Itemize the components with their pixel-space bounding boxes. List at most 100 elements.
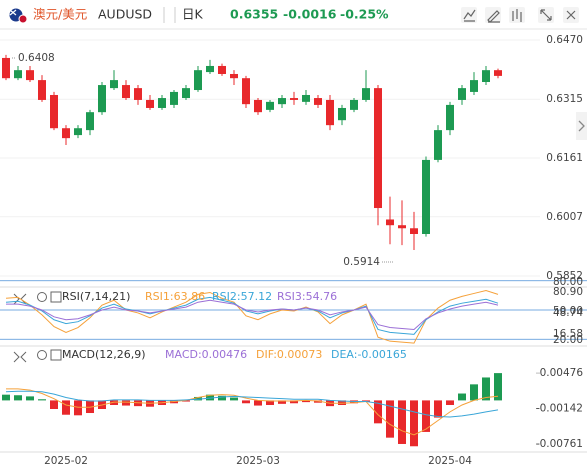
macd-bar [218, 395, 226, 401]
macd-bar [458, 393, 466, 401]
legend-entry: RSI2:57.12 [212, 290, 272, 303]
candle-body [338, 107, 346, 121]
macd-bar [398, 400, 406, 444]
candle-body [230, 73, 238, 79]
macd-bar [362, 400, 370, 402]
macd-bar [62, 400, 70, 415]
macd-bar [422, 400, 430, 432]
candle-body [50, 94, 58, 129]
indicator-line [5, 289, 499, 344]
macd-bar [254, 400, 262, 406]
candle-body [290, 98, 298, 100]
candle-body [446, 104, 454, 131]
candle-body [470, 80, 478, 92]
candle-body [410, 228, 418, 234]
macd-bar [302, 400, 310, 403]
side-arrow[interactable] [576, 112, 587, 140]
candle-body [314, 98, 322, 105]
change-pct: -0.25% [340, 7, 389, 22]
price: 0.6355 [230, 7, 278, 22]
candle-body [422, 159, 430, 234]
y-tick-label: 50.00 [553, 305, 583, 317]
candle-body [134, 88, 142, 100]
y-tick-label: 0.5852 [546, 270, 583, 282]
macd-bar [242, 400, 250, 404]
macd-bar [470, 384, 478, 401]
candle-body [254, 99, 262, 113]
candle-body [494, 70, 502, 76]
macd-bar [278, 400, 286, 404]
macd-bar [482, 377, 490, 401]
candle-body [98, 85, 106, 113]
legend-entry: DEA:-0.00165 [331, 348, 407, 361]
candle-body [206, 65, 214, 73]
macd-bar [494, 373, 502, 401]
indicator-line [5, 296, 499, 335]
macd-bar [314, 400, 322, 403]
y-tick-label: 0.6161 [546, 152, 583, 164]
candle-body [146, 99, 154, 108]
legend-entry: RSI3:54.76 [277, 290, 337, 303]
macd-bar [386, 400, 394, 438]
indicator-line [6, 299, 499, 331]
candle-body [386, 219, 394, 226]
macd-bar [374, 400, 382, 424]
x-tick-label: 2025-04 [428, 455, 472, 467]
candle-body [170, 91, 178, 105]
candle-body [74, 128, 82, 136]
candle-body [110, 80, 118, 89]
macd-bar [410, 400, 418, 447]
legend-entry: DIF:0.00073 [256, 348, 322, 361]
macd-bar [194, 396, 202, 401]
settings-icon[interactable] [37, 349, 62, 361]
y-tick-label: 0.6315 [546, 93, 583, 105]
y-tick-label: -0.00142 [536, 403, 583, 415]
macd-bar [122, 400, 130, 406]
y-tick-label: 20.00 [553, 334, 583, 346]
y-tick-label: 0.6470 [546, 34, 583, 46]
price-annotation: 0.6408 [18, 52, 55, 64]
y-tick-label: 80.00 [553, 276, 583, 288]
candle-body [266, 101, 274, 110]
indicator-line [5, 390, 499, 418]
macd-bar [446, 400, 454, 405]
candle-body [2, 57, 10, 79]
legend-entry: RSI1:63.86 [145, 290, 205, 303]
candle-body [182, 88, 190, 99]
macd-bar [230, 397, 238, 401]
x-tick-label: 2025-02 [44, 455, 88, 467]
candle-body [326, 99, 334, 126]
candle-body [374, 88, 382, 209]
candle-body [14, 70, 22, 79]
macd-bar [338, 400, 346, 405]
pair-name[interactable]: 澳元/美元 [33, 7, 87, 22]
indicator-line [6, 388, 499, 436]
collapse-icon[interactable] [13, 351, 27, 363]
macd-bar [2, 394, 10, 401]
candle-body [26, 70, 34, 81]
macd-title: MACD(12,26,9) [62, 348, 146, 361]
candle-body [350, 99, 358, 110]
candle-body [278, 98, 286, 105]
y-tick-label: 0.6007 [546, 211, 583, 223]
macd-bar [206, 394, 214, 401]
macd-bar [14, 395, 22, 401]
period[interactable]: 日K [182, 7, 204, 22]
macd-bar [434, 400, 442, 418]
candle-body [362, 88, 370, 100]
price-annotation: 0.5914 [343, 256, 380, 268]
macd-bar [266, 400, 274, 405]
macd-bar [50, 400, 58, 409]
change: -0.0016 [283, 7, 337, 22]
candle-body [122, 85, 130, 99]
candle-body [482, 70, 490, 83]
candle-body [38, 80, 46, 100]
settings-icon[interactable] [37, 291, 62, 303]
candle-body [62, 128, 70, 139]
macd-bar [38, 399, 46, 401]
toolbar[interactable] [461, 7, 579, 23]
axis-note: 16.58 [553, 328, 583, 340]
y-tick-label: 0.00476 [540, 367, 584, 379]
legend-entry: MACD:0.00476 [165, 348, 247, 361]
